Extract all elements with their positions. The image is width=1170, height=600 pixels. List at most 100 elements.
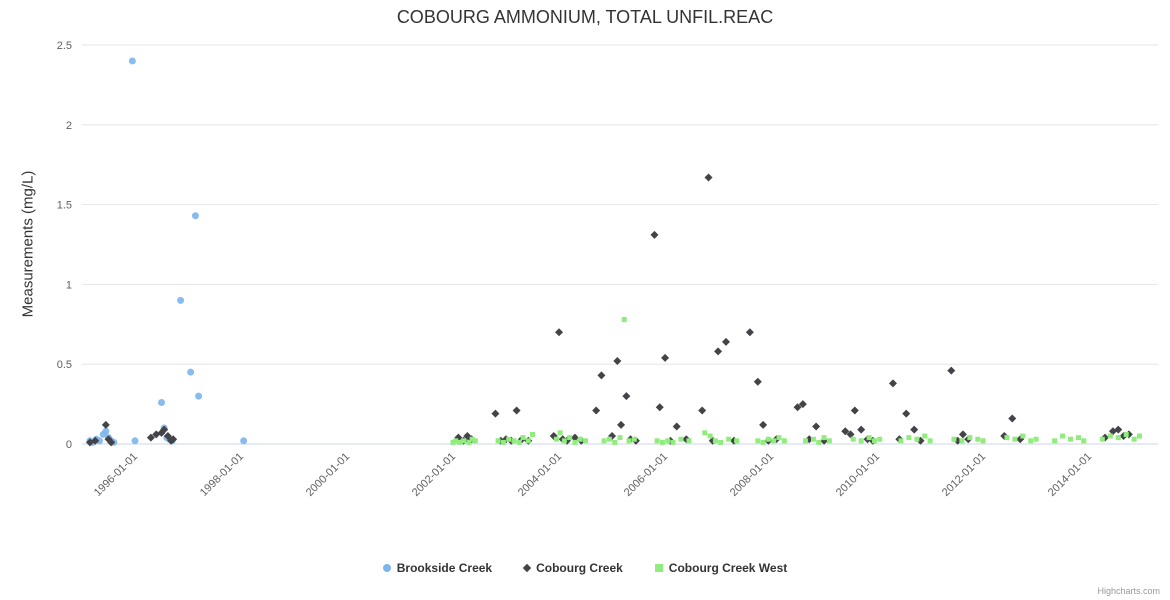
data-point [1123,431,1129,437]
data-point [1068,436,1074,442]
data-point [655,403,664,412]
y-tick-label: 2.5 [57,40,72,52]
data-point [816,439,822,445]
data-point [857,425,866,434]
data-point [670,439,676,445]
data-point [980,438,986,444]
y-tick-label: 1.5 [57,200,72,212]
data-point [781,438,787,444]
data-point [803,438,809,444]
series-cobourg-creek-west [450,317,1142,445]
data-point [131,437,139,445]
data-point [759,420,768,429]
legend-item-cobourg-creek-west[interactable]: Cobourg Creek West [654,561,787,575]
x-axis-labels: 1996-01-01 1998-01-01 2000-01-01 2002-01-01… [92,451,1094,499]
data-point [846,430,855,439]
data-point [686,438,692,444]
data-point [472,438,478,444]
data-point [102,427,110,435]
circle-marker-icon [382,564,391,572]
data-point [158,399,166,407]
data-point [612,439,618,445]
data-point [195,392,203,400]
data-point [506,436,512,442]
data-point [177,296,185,304]
x-tick-label: 2014-01-01 [1046,451,1094,499]
data-point [495,438,501,444]
data-point [771,438,777,444]
x-tick-label: 2000-01-01 [304,451,352,499]
data-point [561,438,567,444]
data-point [516,439,522,445]
data-point [621,317,627,323]
legend-item-brookside-creek[interactable]: Brookside Creek [382,561,492,575]
data-point [107,438,116,447]
data-point [1004,435,1010,441]
data-point [1060,433,1066,439]
data-point [601,438,607,444]
data-point [469,436,475,442]
data-point [672,422,681,431]
data-point [826,438,832,444]
data-point [491,409,500,418]
data-point [160,425,169,434]
data-point [453,438,459,444]
data-point [714,347,723,356]
x-tick-label: 2008-01-01 [728,451,776,499]
data-point [755,438,761,444]
data-point [906,435,912,441]
data-point [734,438,740,444]
y-tick-label: 2 [66,120,72,132]
data-point [866,435,872,441]
data-point [776,435,782,441]
chart-title: COBOURG AMMONIUM, TOTAL UNFIL.REAC [396,7,774,27]
data-point [1107,433,1113,439]
data-point [951,436,957,442]
data-point [631,436,637,442]
data-point [1136,433,1142,439]
highcharts-credit[interactable]: Highcharts.com [1097,586,1160,596]
data-point [765,436,771,442]
data-point [461,438,467,444]
legend-item-label: Cobourg Creek [536,561,623,575]
data-point [626,438,632,444]
data-point [456,439,462,445]
data-point [597,371,606,380]
data-point [959,438,965,444]
data-point [665,438,671,444]
x-tick-label: 1998-01-01 [198,451,246,499]
series-cobourg-creek [85,173,1133,447]
data-point [821,435,827,441]
data-point [553,436,559,442]
data-point [975,436,981,442]
data-point [888,379,897,388]
x-tick-label: 2012-01-01 [940,451,988,499]
data-point [191,212,199,220]
data-point [967,435,973,441]
data-point [91,436,100,445]
data-point [1052,438,1058,444]
data-point [726,436,732,442]
data-point [1020,433,1026,439]
data-point [617,435,623,441]
data-point [1033,436,1039,442]
data-point [712,438,718,444]
data-point [557,430,563,436]
data-point [704,173,713,182]
data-point [466,439,472,445]
data-point [555,328,564,337]
data-point [698,406,707,415]
data-point [1008,414,1017,423]
data-point [650,230,659,239]
data-point [798,400,807,409]
data-point [745,328,754,337]
data-point [812,422,821,431]
data-point [871,438,877,444]
data-point [1115,435,1121,441]
data-point [128,57,136,65]
data-point [583,438,589,444]
y-tick-label: 0 [66,439,72,451]
data-point [606,436,612,442]
legend-item-cobourg-creek[interactable]: Cobourg Creek [522,561,623,575]
data-point [617,420,626,429]
